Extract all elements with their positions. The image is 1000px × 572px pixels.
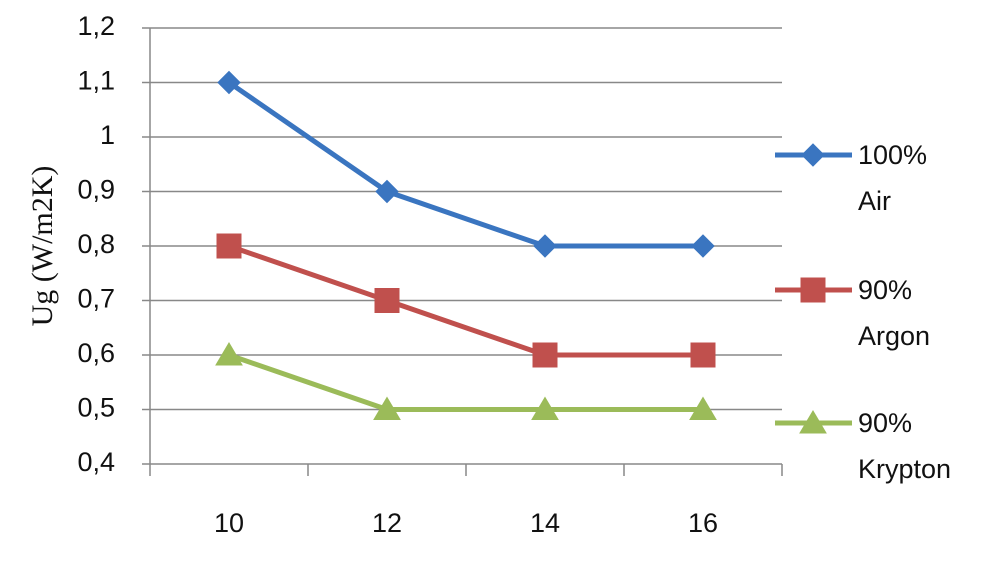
marker	[799, 410, 827, 434]
y-tick-label: 0,8	[77, 229, 115, 259]
y-tick-label: 0,5	[77, 393, 115, 423]
legend-label: 90% Krypton	[858, 408, 952, 484]
y-tick-label: 0,7	[77, 284, 115, 314]
series-line	[227, 80, 703, 249]
y-tick-label: 0,9	[77, 175, 115, 205]
legend-label: 90% Argon	[858, 275, 931, 351]
marker	[531, 396, 559, 420]
marker	[533, 234, 557, 258]
marker	[375, 179, 399, 204]
marker	[532, 342, 558, 368]
series-line	[228, 352, 703, 412]
marker	[691, 234, 715, 258]
marker	[216, 233, 242, 259]
y-tick-label: 0,6	[77, 338, 115, 368]
marker	[800, 277, 826, 303]
y-tick-label: 0,4	[77, 447, 115, 477]
x-tick-label: 16	[688, 508, 718, 538]
marker	[690, 342, 716, 368]
marker	[217, 70, 241, 95]
y-tick-label: 1,2	[77, 11, 115, 41]
marker	[689, 396, 717, 420]
series-line	[228, 243, 703, 358]
y-tick-label: 1,1	[77, 66, 115, 96]
legend-label: 100% Air	[858, 140, 928, 216]
marker	[373, 396, 401, 420]
x-tick-label: 12	[372, 508, 402, 538]
y-axis-label: Ug (W/m2K)	[26, 166, 59, 327]
x-tick-label: 10	[214, 508, 244, 538]
marker	[374, 288, 400, 313]
x-tick-label: 14	[530, 508, 560, 538]
y-tick-label: 1	[100, 120, 115, 150]
marker	[215, 342, 243, 366]
marker	[801, 143, 825, 167]
